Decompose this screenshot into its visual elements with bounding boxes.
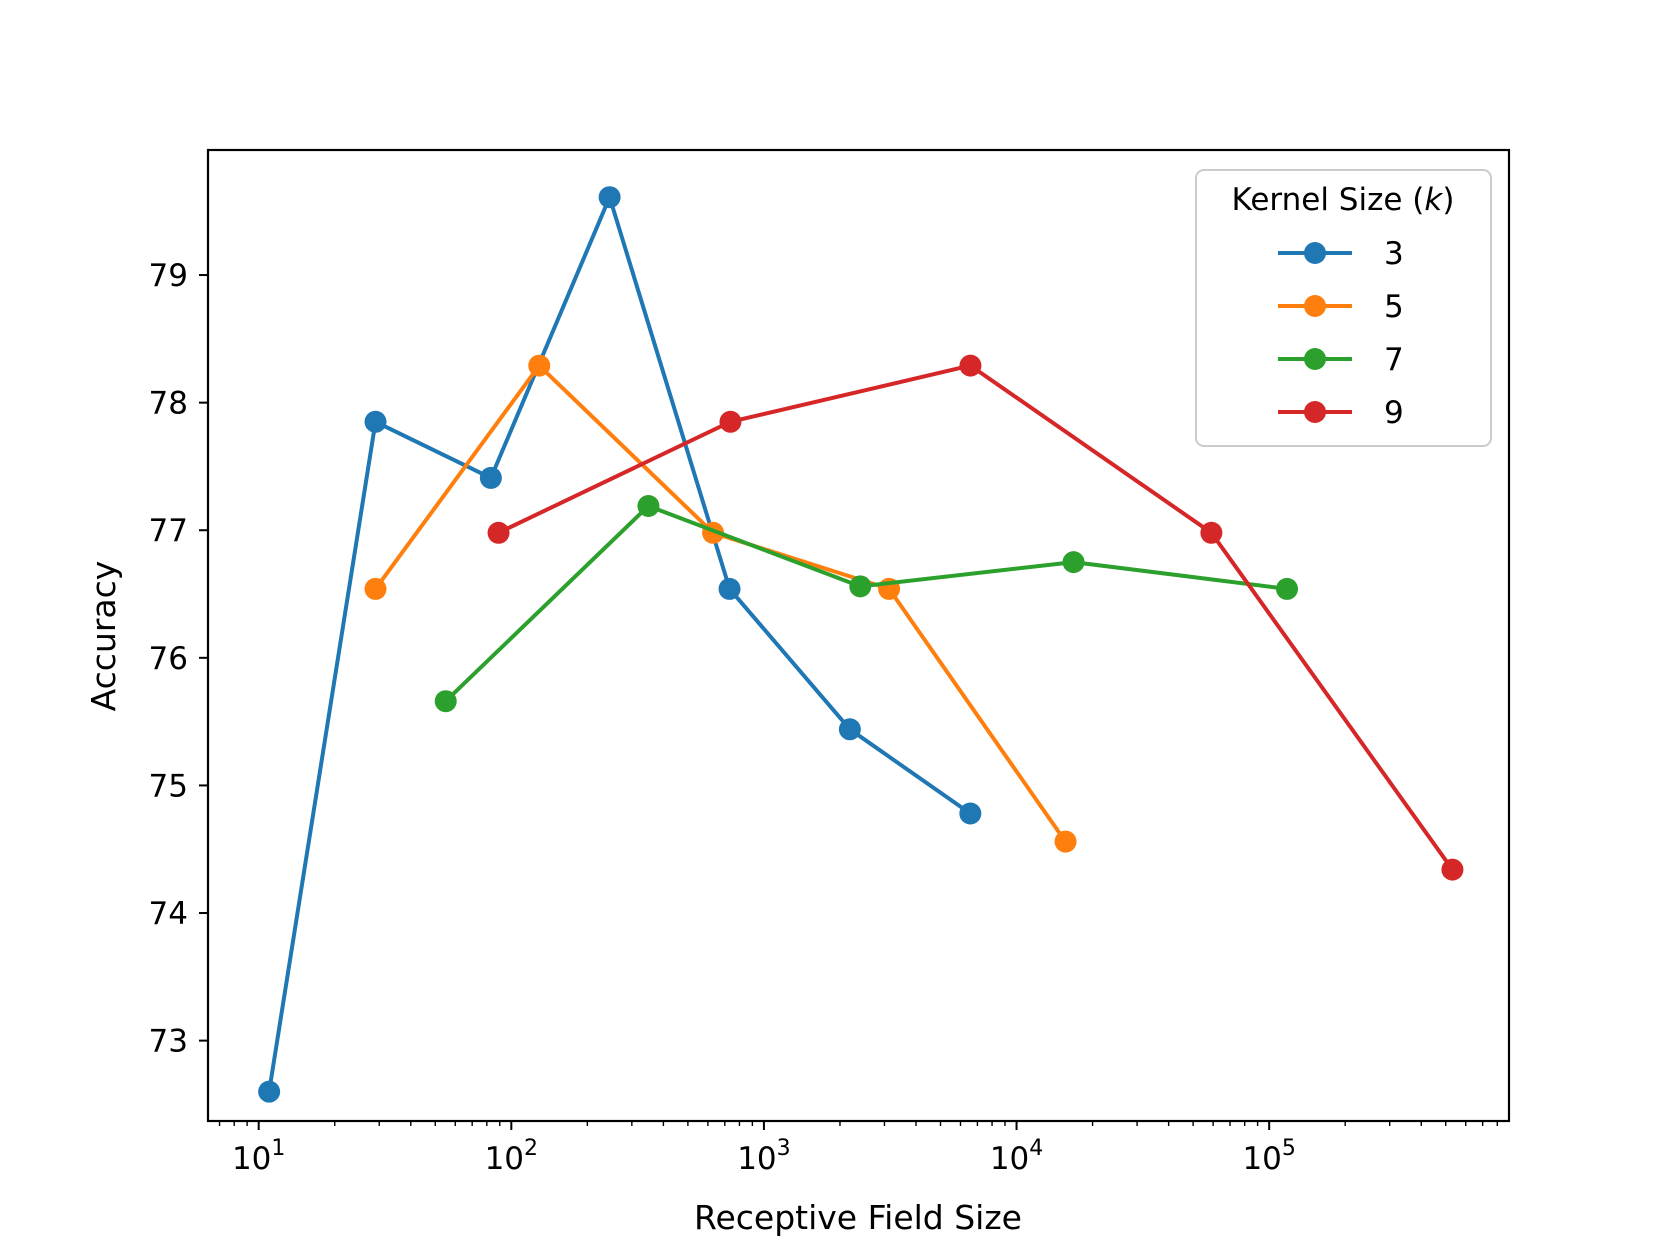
x-tick-label: 103 — [737, 1136, 790, 1177]
plot-frame — [206, 148, 1511, 1123]
data-point — [364, 577, 387, 600]
data-point — [528, 354, 551, 377]
legend-entry: 7 — [1278, 342, 1404, 378]
x-tick-label: 105 — [1242, 1136, 1295, 1177]
data-point — [1054, 830, 1077, 853]
series-3 — [258, 186, 982, 1103]
y-axis-label: Accuracy — [84, 561, 123, 712]
legend-marker — [1304, 348, 1326, 370]
legend-label: 3 — [1384, 236, 1404, 272]
x-tick-label: 102 — [485, 1136, 538, 1177]
x-axis-label: Receptive Field Size — [694, 1198, 1022, 1237]
data-point — [959, 354, 982, 377]
y-tick-label: 76 — [149, 641, 188, 677]
legend-label: 7 — [1384, 342, 1404, 378]
x-tick-label: 101 — [232, 1136, 285, 1177]
y-tick-label: 78 — [149, 386, 188, 422]
data-point — [1276, 577, 1299, 600]
data-point — [258, 1080, 281, 1103]
data-point — [1200, 521, 1223, 544]
legend-entries: 3 5 7 9 — [1278, 236, 1404, 431]
y-tick-label: 77 — [149, 513, 188, 549]
data-point — [364, 410, 387, 433]
series-9 — [487, 354, 1464, 881]
y-tick-label: 79 — [149, 258, 188, 294]
series-5 — [364, 354, 1077, 853]
data-point — [718, 577, 741, 600]
data-point — [1062, 551, 1085, 574]
series-layer — [258, 186, 1464, 1103]
legend-title: Kernel Size (k) — [1232, 182, 1455, 218]
legend-label: 9 — [1384, 395, 1404, 431]
data-point — [1441, 858, 1464, 881]
data-point — [637, 494, 660, 517]
y-tick-label: 75 — [149, 768, 188, 804]
legend-marker — [1304, 295, 1326, 317]
legend-entry: 3 — [1278, 236, 1404, 272]
legend-marker — [1304, 242, 1326, 264]
data-point — [849, 575, 872, 598]
data-point — [719, 410, 742, 433]
y-tick-label: 73 — [149, 1024, 188, 1060]
data-point — [434, 690, 457, 713]
legend-entry: 5 — [1278, 289, 1404, 325]
legend-entry: 9 — [1278, 395, 1404, 431]
x-tick-label: 104 — [990, 1136, 1043, 1177]
y-tick-label: 74 — [149, 896, 188, 932]
legend-label: 5 — [1384, 289, 1404, 325]
data-point — [959, 802, 982, 825]
data-point — [838, 718, 861, 741]
legend-marker — [1304, 401, 1326, 423]
data-point — [487, 521, 510, 544]
legend: Kernel Size (k) 3 5 7 9 — [1195, 169, 1492, 447]
series-7 — [434, 494, 1299, 713]
data-point — [598, 186, 621, 209]
data-point — [479, 466, 502, 489]
